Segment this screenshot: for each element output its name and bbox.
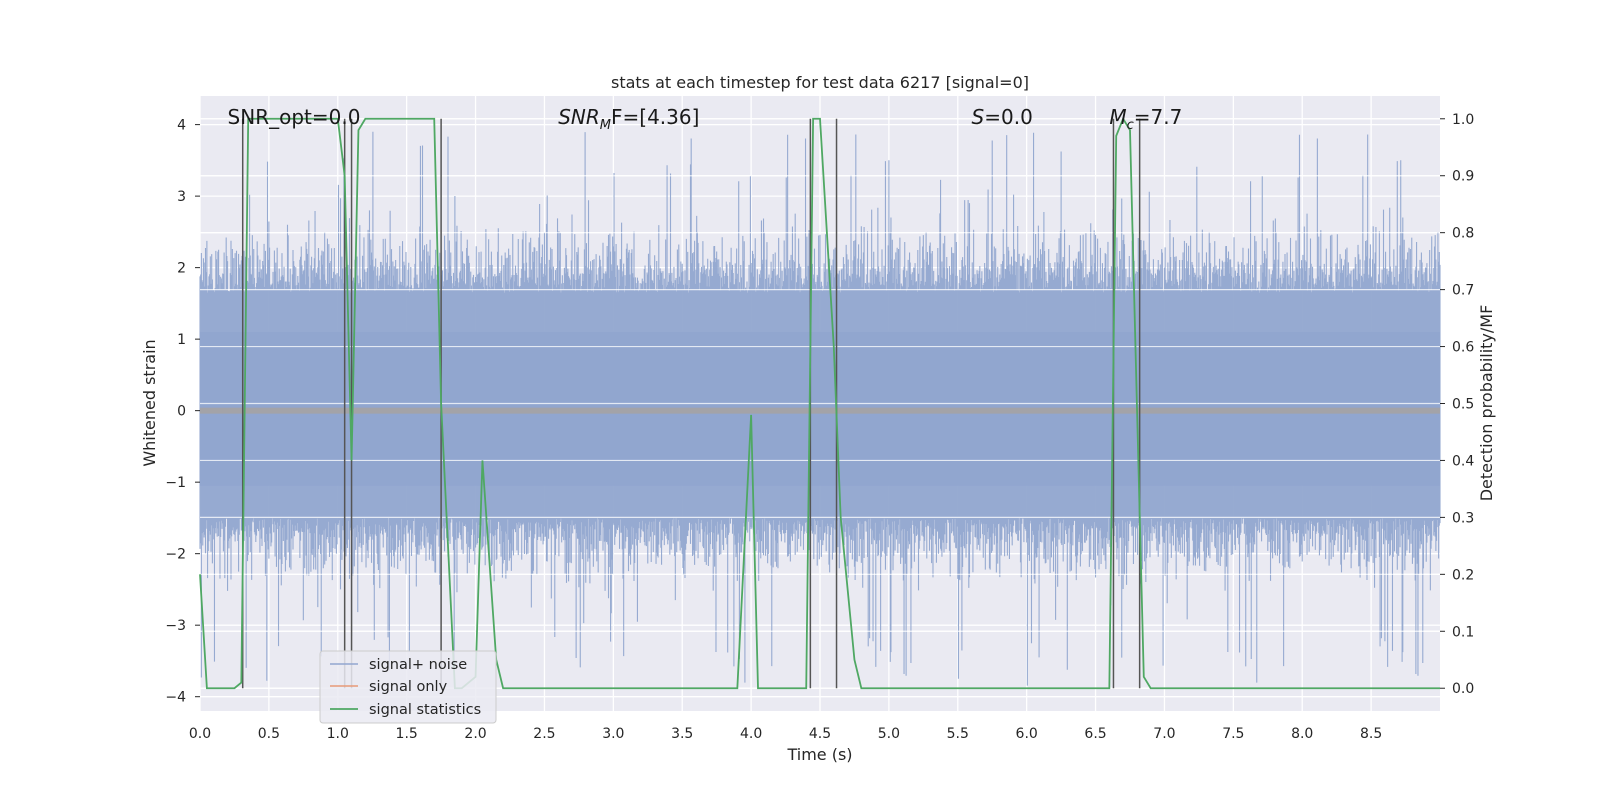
x-tick-label: 6.0 bbox=[1016, 726, 1038, 742]
signal-statistics-line bbox=[199, 116, 1440, 690]
y-tick-label-right: 0.3 bbox=[1452, 510, 1474, 526]
y-tick-label-right: 0.4 bbox=[1452, 453, 1474, 469]
y-axis-label-left: Whitened strain bbox=[140, 339, 159, 466]
zero-strip bbox=[200, 407, 1440, 414]
x-tick-label: 3.5 bbox=[671, 726, 693, 742]
annotation-s: S=0.0 bbox=[972, 105, 1033, 129]
y-tick-label-right: 0.5 bbox=[1452, 397, 1474, 413]
y-tick-label-right: 0.0 bbox=[1452, 681, 1474, 697]
x-axis-label: Time (s) bbox=[786, 745, 852, 764]
annotation-mc-var: M bbox=[1109, 105, 1126, 129]
x-tick-label: 1.5 bbox=[396, 726, 418, 742]
y-tick-label-right: 0.2 bbox=[1452, 567, 1474, 583]
x-tick-label: 5.0 bbox=[878, 726, 900, 742]
annotation-mc: Mc=7.7 bbox=[1109, 105, 1182, 133]
annotation-mc-suffix: =7.7 bbox=[1134, 105, 1183, 129]
legend-label-signal-only: signal only bbox=[369, 679, 448, 695]
x-tick-labels: 0.0 0.5 1.0 1.5 2.0 2.5 3.0 3.5 4.0 4.5 5.0 5.5 6.0 6… bbox=[189, 726, 1382, 742]
annotation-snr-mf-sub: M bbox=[600, 118, 611, 133]
x-tick-label: 0.5 bbox=[258, 726, 280, 742]
y-tick-label-left: 3 bbox=[177, 189, 186, 205]
y-tick-label-right: 0.8 bbox=[1452, 226, 1474, 242]
y-tick-label-left: −3 bbox=[165, 618, 186, 634]
y-tick-labels-left: 4 3 2 1 0 −1 −2 −3 −4 bbox=[165, 118, 200, 706]
legend-box bbox=[319, 650, 497, 724]
x-tick-label: 8.0 bbox=[1291, 726, 1313, 742]
x-tick-label: 5.5 bbox=[947, 726, 969, 742]
legend-label-signal-statistics: signal statistics bbox=[369, 702, 481, 718]
y-tick-label-right: 0.7 bbox=[1452, 283, 1474, 299]
y-tick-label-right: 0.9 bbox=[1452, 169, 1474, 185]
x-tick-label: 1.0 bbox=[327, 726, 349, 742]
x-tick-label: 0.0 bbox=[189, 726, 211, 742]
x-tick-label: 8.5 bbox=[1360, 726, 1382, 742]
x-tick-label: 4.5 bbox=[809, 726, 831, 742]
x-tick-label: 4.0 bbox=[740, 726, 762, 742]
y-tick-label-left: −1 bbox=[165, 475, 186, 491]
annotation-s-var: S bbox=[972, 105, 985, 129]
y-tick-label-left: −4 bbox=[165, 690, 186, 706]
annotation-snr-opt: SNR_opt=0.0 bbox=[228, 105, 361, 129]
x-tick-label: 3.0 bbox=[602, 726, 624, 742]
y-tick-label-left: 4 bbox=[177, 118, 186, 134]
x-tick-label: 2.5 bbox=[533, 726, 555, 742]
y-tick-label-left: 2 bbox=[177, 261, 186, 277]
y-tick-label-right: 0.6 bbox=[1452, 340, 1474, 356]
y-tick-label-right: 1.0 bbox=[1452, 112, 1474, 128]
y-tick-label-left: −2 bbox=[165, 547, 186, 563]
x-tick-label: 6.5 bbox=[1084, 726, 1106, 742]
y-axis-label-right: Detection probability/MF bbox=[1477, 305, 1496, 502]
chart-title: stats at each timestep for test data 621… bbox=[611, 73, 1029, 92]
y-tick-label-right: 0.1 bbox=[1452, 624, 1474, 640]
y-tick-label-left: 1 bbox=[177, 332, 186, 348]
annotation-snr-mf: SNRMF=[4.36] bbox=[558, 105, 699, 133]
legend: signal+ noise signal only signal statist… bbox=[319, 650, 497, 724]
x-tick-label: 2.0 bbox=[464, 726, 486, 742]
x-tick-label: 7.0 bbox=[1153, 726, 1175, 742]
y-tick-labels-right: 1.0 0.9 0.8 0.7 0.6 0.5 0.4 0.3 0.2 0.1 0.0 bbox=[1440, 112, 1474, 697]
y-tick-label-left: 0 bbox=[177, 404, 186, 420]
x-tick-label: 7.5 bbox=[1222, 726, 1244, 742]
annotation-s-suffix: =0.0 bbox=[984, 105, 1033, 129]
annotation-mc-sub: c bbox=[1127, 118, 1134, 133]
legend-label-signal-noise: signal+ noise bbox=[369, 657, 467, 673]
annotation-snr-mf-prefix: SNR bbox=[558, 105, 600, 129]
annotation-snr-mf-suffix: F=[4.36] bbox=[611, 105, 699, 129]
